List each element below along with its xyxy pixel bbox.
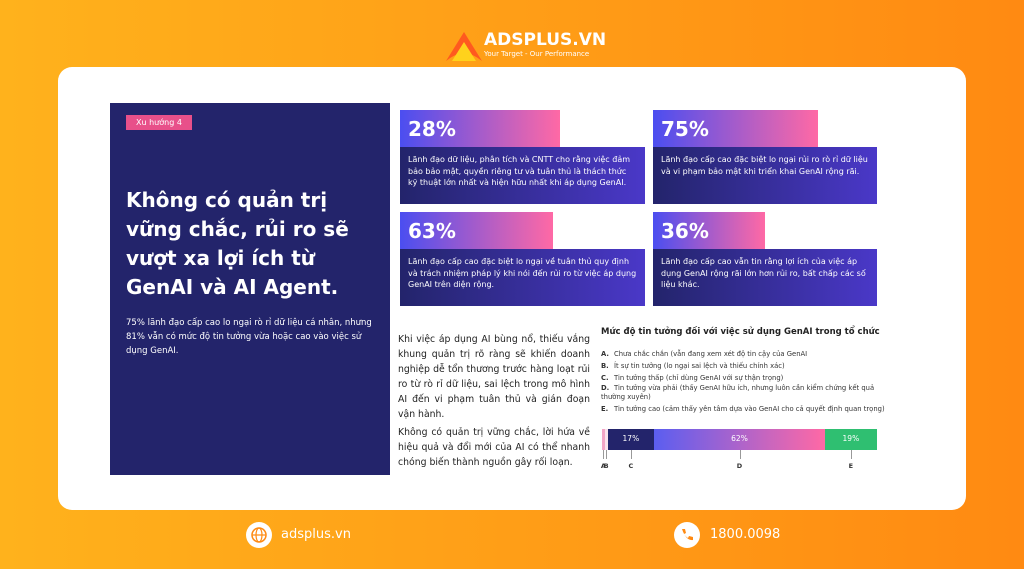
paragraph: Khi việc áp dụng AI bùng nổ, thiếu vắng … bbox=[398, 334, 590, 420]
legend-text: Ít sự tin tưởng (lo ngại sai lệch và thi… bbox=[614, 362, 785, 370]
legend-item: D. Tin tưởng vừa phải (thấy GenAI hữu ích… bbox=[601, 384, 886, 402]
legend-text: Tin tưởng thấp (chỉ dùng GenAI với sự th… bbox=[614, 374, 784, 382]
legend-letter: D. bbox=[601, 384, 610, 392]
stat-number: 63% bbox=[400, 212, 553, 249]
paragraph: Không có quản trị vững chắc, lời hứa về … bbox=[398, 427, 590, 468]
stat-text: Lãnh đạo cấp cao đặc biệt lo ngại rủi ro… bbox=[653, 147, 877, 204]
bar-segment bbox=[602, 429, 605, 450]
tick bbox=[630, 450, 632, 459]
tick bbox=[603, 450, 605, 459]
panel bbox=[110, 103, 390, 475]
tag: Xu hướng 4 bbox=[126, 115, 192, 130]
stat-text: Lãnh đạo dữ liệu, phân tích và CNTT cho … bbox=[400, 147, 645, 204]
category-label: A bbox=[600, 462, 606, 470]
category-label: E bbox=[848, 462, 854, 470]
legend-text: Tin tưởng vừa phải (thấy GenAI hữu ích, … bbox=[601, 384, 875, 401]
globe-icon bbox=[246, 522, 272, 548]
value-label: 17% bbox=[622, 434, 640, 443]
tick bbox=[850, 450, 852, 459]
value-label: 19% bbox=[842, 434, 860, 443]
tick bbox=[739, 450, 741, 459]
tagline: Your Target - Our Performance bbox=[484, 50, 590, 58]
website: adsplus.vn bbox=[281, 527, 351, 542]
stat-number: 36% bbox=[653, 212, 765, 249]
bar-segment bbox=[607, 429, 655, 450]
bar-segment bbox=[604, 429, 608, 450]
category-label: B bbox=[603, 462, 609, 470]
legend-text: Chưa chắc chắn (vẫn đang xem xét độ tin … bbox=[614, 350, 808, 358]
category-label: D bbox=[736, 462, 743, 470]
legend-letter: A. bbox=[601, 350, 609, 358]
bar-segment bbox=[824, 429, 877, 450]
logo-icon bbox=[446, 32, 482, 61]
chart-title: Mức độ tin tưởng đối với việc sử dụng Ge… bbox=[601, 327, 880, 337]
phone: 1800.0098 bbox=[710, 527, 781, 542]
legend-item: A. Chưa chắc chắn (vẫn đang xem xét độ ti… bbox=[601, 350, 886, 359]
stat-number: 75% bbox=[653, 110, 818, 147]
legend-item: B. Ít sự tin tưởng (lo ngại sai lệch và t… bbox=[601, 362, 886, 371]
stat-number: 28% bbox=[400, 110, 560, 147]
category-label: C bbox=[628, 462, 634, 470]
stat-text: Lãnh đạo cấp cao vẫn tin rằng lợi ích củ… bbox=[653, 249, 877, 306]
legend-text: Tin tưởng cao (cảm thấy yên tâm dựa vào … bbox=[614, 405, 885, 413]
bar-segment bbox=[654, 429, 825, 450]
legend-letter: E. bbox=[601, 405, 609, 413]
value-label: 62% bbox=[731, 434, 748, 443]
legend-item: E. Tin tưởng cao (cảm thấy yên tâm dựa và… bbox=[601, 405, 886, 414]
legend-letter: C. bbox=[601, 374, 609, 382]
stat-text: Lãnh đạo cấp cao đặc biệt lo ngại về tuâ… bbox=[400, 249, 645, 306]
panel-text: 75% lãnh đạo cấp cao lo ngại rò rỉ dữ li… bbox=[126, 318, 372, 356]
logo: ADSPLUS.VN Your Target - Our Performance bbox=[444, 28, 606, 66]
legend-letter: B. bbox=[601, 362, 609, 370]
legend-item: C. Tin tưởng thấp (chỉ dùng GenAI với sự … bbox=[601, 374, 886, 383]
tick bbox=[606, 450, 608, 459]
panel-title: Không có quản trị vững chắc, rủi ro sẽ v… bbox=[126, 188, 349, 299]
phone-icon bbox=[674, 522, 700, 548]
brand: ADSPLUS.VN bbox=[484, 30, 607, 50]
